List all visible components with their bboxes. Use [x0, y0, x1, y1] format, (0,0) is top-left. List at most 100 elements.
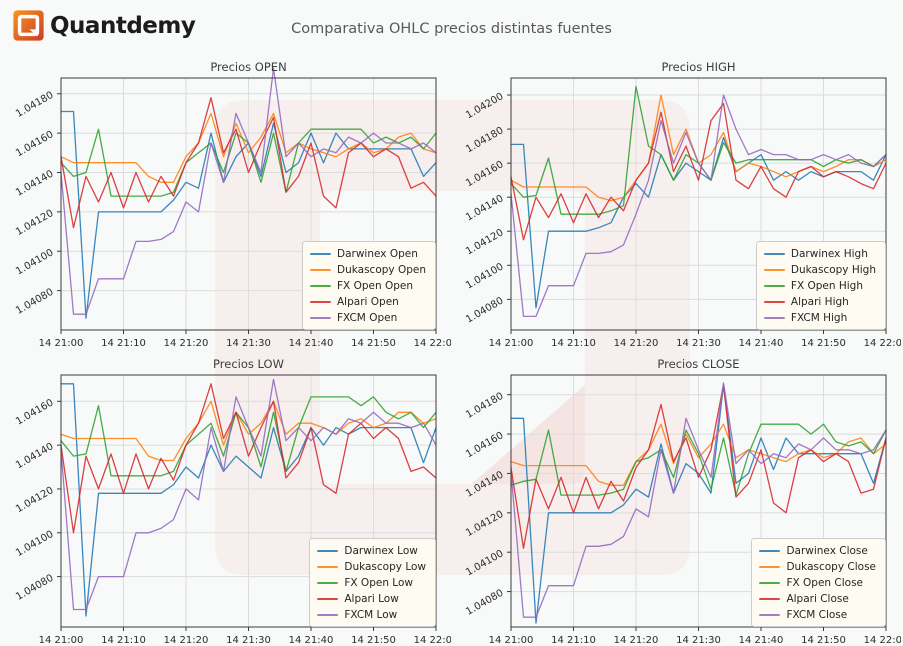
legend-label: Dukascopy High — [790, 263, 876, 276]
x-tick-label: 14 21:50 — [351, 338, 396, 349]
legend-item-fx-open-low: FX Open Low — [317, 575, 426, 590]
y-tick-label: 1.04200 — [464, 91, 505, 121]
legend-swatch-icon — [317, 613, 339, 616]
x-tick-label: 14 21:30 — [226, 635, 271, 646]
legend-label: Dukascopy Close — [786, 560, 876, 573]
legend-swatch-icon — [317, 565, 339, 568]
x-tick-label: 14 21:20 — [614, 338, 659, 349]
x-tick-label: 14 22:00 — [414, 635, 451, 646]
x-tick-label: 14 21:20 — [164, 635, 209, 646]
y-tick-label: 1.04160 — [14, 129, 55, 159]
chart-precios-low: 14 21:00 14 21:10 14 21:20 14 21:30 14 21:40… — [1, 355, 451, 646]
y-tick-label: 1.04080 — [14, 573, 55, 603]
legend-label: Dukascopy Low — [344, 560, 426, 573]
legend-item-darwinex-high: Darwinex High — [763, 246, 876, 261]
series-line-alpari-high — [510, 102, 887, 241]
legend-label: Darwinex Close — [786, 544, 868, 557]
legend-swatch-icon — [759, 565, 781, 568]
legend-swatch-icon — [763, 316, 785, 319]
x-tick-label: 14 21:30 — [676, 338, 721, 349]
legend-label: Alpari High — [790, 295, 849, 308]
legend-swatch-icon — [763, 252, 785, 255]
y-tick-label: 1.04120 — [14, 485, 55, 515]
y-tick-label: 1.04180 — [464, 125, 505, 155]
legend-swatch-icon — [310, 252, 331, 255]
y-tick-label: 1.04100 — [464, 548, 505, 578]
legend-item-alpari-close: Alpari Close — [759, 591, 876, 606]
x-tick-label: 14 21:00 — [39, 338, 84, 349]
y-tick-label: 1.04100 — [14, 529, 55, 559]
legend-item-alpari-low: Alpari Low — [317, 591, 426, 606]
series-line-fxcm-open — [60, 67, 437, 315]
legend-item-fxcm-open: FXCM Open — [310, 310, 426, 325]
legend-swatch-icon — [310, 300, 331, 303]
chart-precios-high: 14 21:00 14 21:10 14 21:20 14 21:30 14 21:40… — [451, 58, 901, 349]
legend-label: FX Open Close — [786, 576, 863, 589]
x-tick-label: 14 21:40 — [289, 338, 334, 349]
series-line-dukascopy-open — [60, 112, 437, 183]
legend-item-dukascopy-close: Dukascopy Close — [759, 559, 876, 574]
y-tick-label: 1.04120 — [464, 509, 505, 539]
x-tick-label: 14 21:10 — [101, 635, 146, 646]
series-line-dukascopy-low — [60, 400, 437, 462]
chart-title: Precios LOW — [213, 357, 284, 371]
legend-label: FX Open Open — [337, 279, 413, 292]
series-line-fxcm-low — [60, 378, 437, 611]
legend-label: FXCM High — [790, 311, 848, 324]
legend-swatch-icon — [310, 316, 331, 319]
legend-swatch-icon — [763, 284, 785, 287]
x-tick-label: 14 21:10 — [551, 635, 596, 646]
legend-swatch-icon — [759, 549, 781, 552]
series-line-dukascopy-close — [510, 423, 887, 486]
legend-swatch-icon — [310, 268, 331, 271]
quantdemy-logo-icon — [13, 10, 44, 41]
series-line-fxcm-close — [510, 382, 887, 618]
x-tick-label: 14 21:10 — [551, 338, 596, 349]
x-tick-label: 14 21:00 — [39, 635, 84, 646]
legend-item-fx-open-close: FX Open Close — [759, 575, 876, 590]
x-tick-label: 14 21:40 — [739, 635, 784, 646]
x-tick-label: 14 21:40 — [739, 338, 784, 349]
y-tick-label: 1.04180 — [464, 391, 505, 421]
x-tick-label: 14 21:20 — [164, 338, 209, 349]
legend-swatch-icon — [763, 300, 785, 303]
x-tick-label: 14 21:00 — [489, 635, 534, 646]
legend-item-fxcm-close: FXCM Close — [759, 607, 876, 622]
legend-item-dukascopy-open: Dukascopy Open — [310, 262, 426, 277]
legend-swatch-icon — [759, 581, 781, 584]
chart-precios-close: 14 21:00 14 21:10 14 21:20 14 21:30 14 21:40… — [451, 355, 901, 646]
y-tick-label: 1.04140 — [464, 193, 505, 223]
legend-label: FXCM Open — [337, 311, 398, 324]
legend-item-alpari-open: Alpari Open — [310, 294, 426, 309]
chart-title: Precios CLOSE — [657, 357, 739, 371]
x-tick-label: 14 22:00 — [864, 635, 901, 646]
legend-swatch-icon — [317, 597, 339, 600]
x-tick-label: 14 21:40 — [289, 635, 334, 646]
series-line-alpari-open — [60, 97, 437, 229]
brand-name: Quantdemy — [50, 12, 196, 39]
figure-title: Comparativa OHLC precios distintas fuent… — [291, 21, 612, 37]
plot-svg-precios-close: 14 21:00 14 21:10 14 21:20 14 21:30 14 21:40… — [464, 357, 901, 646]
legend-item-darwinex-open: Darwinex Open — [310, 246, 426, 261]
plot-svg-precios-low: 14 21:00 14 21:10 14 21:20 14 21:30 14 21:40… — [14, 357, 451, 646]
x-tick-label: 14 21:50 — [351, 635, 396, 646]
x-tick-label: 14 21:30 — [676, 635, 721, 646]
x-tick-label: 14 22:00 — [864, 338, 901, 349]
legend-label: Alpari Close — [786, 592, 849, 605]
x-tick-label: 14 21:10 — [101, 338, 146, 349]
legend-swatch-icon — [310, 284, 331, 287]
legend-label: Darwinex Open — [337, 247, 418, 260]
series-line-fx-open-close — [510, 423, 887, 496]
legend-label: Darwinex High — [790, 247, 868, 260]
x-tick-label: 14 21:00 — [489, 338, 534, 349]
y-tick-label: 1.04120 — [14, 208, 55, 238]
brand: Quantdemy — [13, 10, 196, 41]
y-tick-label: 1.04080 — [464, 295, 505, 325]
legend-label: Dukascopy Open — [337, 263, 426, 276]
series-line-alpari-close — [510, 384, 887, 549]
legend-item-fxcm-high: FXCM High — [763, 310, 876, 325]
y-tick-label: 1.04100 — [14, 247, 55, 277]
series-line-alpari-low — [60, 383, 437, 534]
y-tick-label: 1.04160 — [14, 397, 55, 427]
legend-item-alpari-high: Alpari High — [763, 294, 876, 309]
